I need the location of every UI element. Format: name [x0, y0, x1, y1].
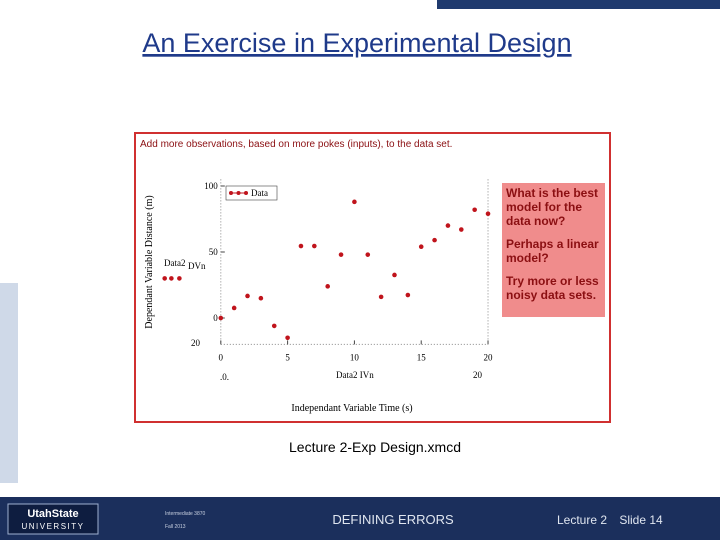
x-tick-label: 15 — [417, 352, 427, 362]
data-point — [485, 211, 491, 217]
data-point — [298, 243, 304, 249]
callout-text: Perhaps a linear model? — [506, 237, 599, 265]
callout-text: What is the best model for the data now? — [506, 186, 599, 228]
y-tick-label: 50 — [209, 247, 219, 257]
data-point — [177, 276, 182, 281]
data-point — [245, 293, 250, 299]
data-point — [271, 323, 277, 329]
top-bar — [437, 0, 720, 9]
footer-band — [0, 497, 720, 540]
logo — [7, 503, 99, 535]
topic: DEFINING ERRORS — [332, 512, 454, 527]
legend-dot — [244, 191, 248, 195]
caption: Lecture 2-Exp Design.xmcd — [289, 439, 461, 455]
logo-top: UtahState — [27, 508, 78, 520]
legend-label: Data — [251, 188, 268, 198]
data-point — [169, 276, 174, 281]
x-tick-label: 5 — [285, 352, 290, 362]
slide-title: An Exercise in Experimental Design — [142, 28, 571, 58]
annotation: DVn — [188, 261, 206, 271]
side-band — [0, 283, 18, 483]
x-axis-label: Independant Variable Time (s) — [291, 403, 412, 414]
logo-bottom: UNIVERSITY — [21, 522, 84, 531]
legend-dot — [229, 191, 233, 195]
slide-number: Slide 14 — [619, 513, 663, 527]
callout-text: Try more or less noisy data sets. — [506, 274, 599, 302]
data-point — [458, 227, 464, 232]
data-point — [392, 272, 397, 278]
data-point — [432, 237, 437, 243]
annotation: Data2 — [164, 258, 186, 268]
annotation: 20 — [191, 338, 201, 348]
x-tick-label: 10 — [350, 352, 360, 362]
data-point — [365, 252, 371, 257]
data-point — [285, 335, 290, 341]
y-tick-label: 100 — [204, 181, 218, 191]
annotation: Data2 IVn — [336, 370, 374, 380]
data-point — [418, 244, 424, 250]
annotation: .0. — [220, 372, 229, 382]
data-point — [312, 243, 317, 249]
data-point — [258, 295, 264, 301]
legend-box — [225, 185, 278, 201]
chart-title: Add more observations, based on more pok… — [140, 139, 452, 150]
x-tick-label: 20 — [484, 352, 494, 362]
plot: 0 5 10 15 20 0 50 100 Independant Variable Time … — [144, 179, 493, 414]
y-axis-label: Dependant Variable Distance (m) — [144, 195, 155, 328]
annotation: 20 — [473, 370, 483, 380]
data-point — [352, 199, 357, 205]
data-point — [231, 305, 237, 311]
data-point — [162, 276, 167, 281]
lecture: Lecture 2 — [557, 513, 607, 527]
data-point — [218, 315, 224, 321]
data-point — [472, 207, 477, 213]
data-point — [338, 252, 344, 257]
data-point — [378, 294, 384, 300]
course: Intermediate 3870 — [165, 511, 206, 517]
callout: What is the best model for the data now?… — [502, 183, 605, 317]
data-point — [325, 284, 330, 289]
legend-dot — [236, 191, 241, 195]
data-point — [445, 223, 451, 228]
y-tick-label: 0 — [213, 313, 218, 323]
x-tick-label: 0 — [219, 352, 224, 362]
data-point — [405, 292, 411, 298]
term: Fall 2013 — [165, 524, 186, 530]
